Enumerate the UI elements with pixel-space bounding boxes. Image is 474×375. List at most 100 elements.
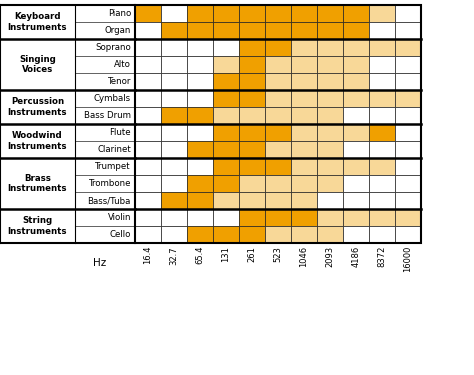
Bar [161, 158, 187, 175]
Bar [291, 5, 317, 22]
Bar [239, 141, 265, 158]
Text: Tenor: Tenor [108, 77, 131, 86]
Bar [161, 175, 187, 192]
Bar [135, 175, 161, 192]
Bar [343, 90, 369, 107]
Bar [291, 39, 317, 56]
Bar [291, 192, 317, 209]
Bar [343, 209, 369, 226]
Bar [135, 107, 161, 124]
Bar [395, 226, 421, 243]
Text: 1046: 1046 [300, 246, 309, 267]
Text: Percussion
Instruments: Percussion Instruments [8, 97, 67, 117]
Bar [317, 5, 343, 22]
Bar [135, 22, 161, 39]
Bar [343, 141, 369, 158]
Bar [265, 5, 291, 22]
Bar [369, 175, 395, 192]
Bar [239, 5, 265, 22]
Bar [213, 56, 239, 73]
Bar [395, 22, 421, 39]
Bar [369, 22, 395, 39]
Bar [291, 226, 317, 243]
Bar [161, 90, 187, 107]
Bar [239, 22, 265, 39]
Text: Trombone: Trombone [89, 179, 131, 188]
Text: 8372: 8372 [377, 246, 386, 267]
Bar [213, 39, 239, 56]
Bar [395, 56, 421, 73]
Bar [291, 141, 317, 158]
Bar [317, 73, 343, 90]
Bar [213, 22, 239, 39]
Bar [343, 39, 369, 56]
Bar [161, 56, 187, 73]
Bar [317, 192, 343, 209]
Text: Woodwind
Instruments: Woodwind Instruments [8, 131, 67, 151]
Bar [343, 73, 369, 90]
Bar [265, 124, 291, 141]
Bar [187, 107, 213, 124]
Bar [265, 90, 291, 107]
Bar [369, 107, 395, 124]
Bar [187, 141, 213, 158]
Bar [317, 90, 343, 107]
Bar [213, 158, 239, 175]
Text: 523: 523 [273, 246, 283, 262]
Bar [343, 192, 369, 209]
Bar [369, 39, 395, 56]
Bar [187, 209, 213, 226]
Bar [187, 56, 213, 73]
Bar [291, 209, 317, 226]
Text: Bass Drum: Bass Drum [84, 111, 131, 120]
Bar [187, 226, 213, 243]
Bar [369, 73, 395, 90]
Text: Cymbals: Cymbals [94, 94, 131, 103]
Bar [239, 90, 265, 107]
Bar [343, 56, 369, 73]
Text: Piano: Piano [108, 9, 131, 18]
Bar [343, 5, 369, 22]
Bar [135, 5, 161, 22]
Text: Cello: Cello [109, 230, 131, 239]
Bar [343, 107, 369, 124]
Text: 261: 261 [247, 246, 256, 262]
Bar [265, 22, 291, 39]
Bar [213, 5, 239, 22]
Bar [161, 226, 187, 243]
Bar [239, 192, 265, 209]
Bar [317, 209, 343, 226]
Bar [187, 90, 213, 107]
Text: Singing
Voices: Singing Voices [19, 55, 56, 74]
Bar [187, 73, 213, 90]
Bar [239, 226, 265, 243]
Bar [395, 175, 421, 192]
Bar [213, 73, 239, 90]
Bar [395, 192, 421, 209]
Bar [135, 141, 161, 158]
Text: 131: 131 [221, 246, 230, 262]
Bar [187, 39, 213, 56]
Bar [265, 209, 291, 226]
Bar [317, 22, 343, 39]
Bar [291, 107, 317, 124]
Bar [395, 158, 421, 175]
Bar [369, 192, 395, 209]
Bar [395, 5, 421, 22]
Bar [369, 141, 395, 158]
Bar [161, 124, 187, 141]
Bar [265, 39, 291, 56]
Bar [291, 73, 317, 90]
Bar [239, 158, 265, 175]
Text: Organ: Organ [105, 26, 131, 35]
Bar [369, 56, 395, 73]
Bar [135, 124, 161, 141]
Bar [265, 73, 291, 90]
Text: Keyboard
Instruments: Keyboard Instruments [8, 12, 67, 32]
Bar [135, 5, 421, 243]
Bar [291, 22, 317, 39]
Bar [135, 73, 161, 90]
Text: Alto: Alto [114, 60, 131, 69]
Bar [317, 226, 343, 243]
Bar [343, 22, 369, 39]
